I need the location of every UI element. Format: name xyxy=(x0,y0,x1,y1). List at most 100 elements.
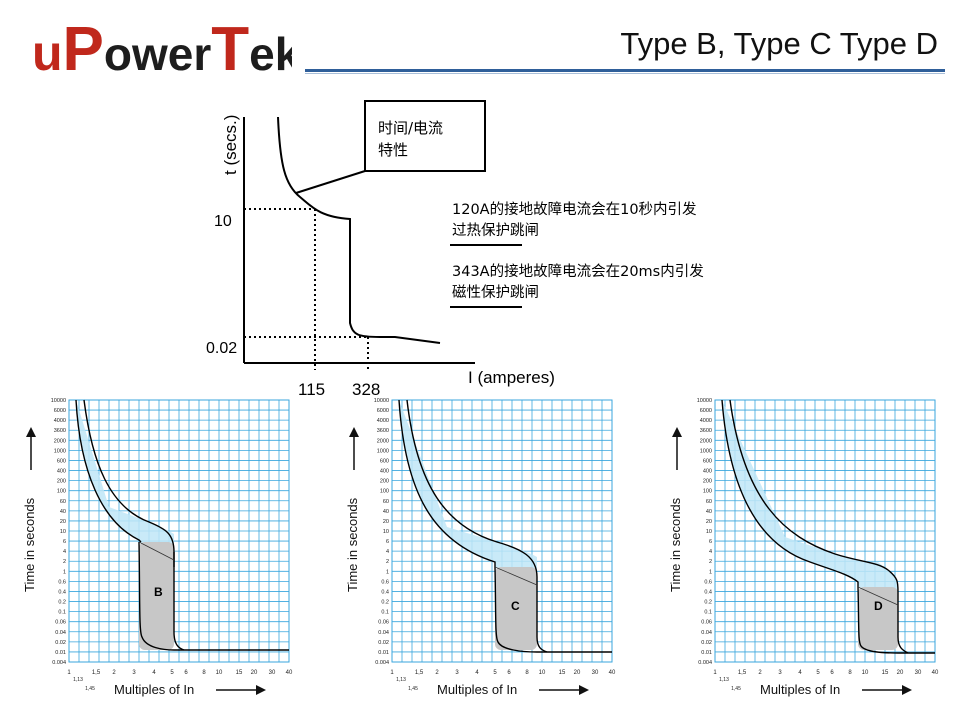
note-magnetic-line1: 343A的接地故障电流会在20ms内引发 xyxy=(452,264,704,280)
y-tick-label: 2 xyxy=(63,559,66,565)
x-tick-label: 1,5 xyxy=(92,670,101,676)
y-tick-label: 6 xyxy=(386,539,389,545)
x-tick-label: 1,5 xyxy=(738,670,747,676)
y-tick-label: 1000 xyxy=(54,448,66,454)
x-tick-label: 30 xyxy=(915,670,922,676)
x-tick-label: 6 xyxy=(184,670,188,676)
x-tick-label: 10 xyxy=(216,670,223,676)
x-axis-arrowhead xyxy=(256,685,266,695)
y-tick-label: 10000 xyxy=(697,398,712,404)
x-tick-label: 8 xyxy=(202,670,206,676)
y-tick-label: 600 xyxy=(380,458,389,464)
x-tick-label: 2 xyxy=(435,670,439,676)
x-extra-tick-label: 1,45 xyxy=(85,686,95,692)
x-tick-label: 40 xyxy=(286,670,293,676)
y-tick-label: 0.004 xyxy=(698,660,712,666)
y-axis-title: Time in seconds xyxy=(668,497,683,592)
y-tick-label: 0.6 xyxy=(704,579,712,585)
y-tick-label: 1000 xyxy=(377,448,389,454)
y-tick-label: 10 xyxy=(60,529,66,535)
y-tick-label: 600 xyxy=(703,458,712,464)
y-tick-label: 0.04 xyxy=(378,630,389,636)
curve-type-label: C xyxy=(511,599,520,613)
y-tick-label: 2000 xyxy=(54,438,66,444)
magnetic-curve-right xyxy=(536,577,548,653)
y-tick-label: 0.2 xyxy=(704,600,712,606)
y-axis-arrowhead xyxy=(26,427,36,437)
note-thermal-underline xyxy=(450,244,522,246)
magnetic-curve-right xyxy=(173,552,185,651)
note-thermal-line2: 过热保护跳闸 xyxy=(452,223,539,239)
callout-text-line1: 时间/电流 xyxy=(378,119,443,137)
y-tick-label: 40 xyxy=(60,509,66,515)
y-tick-label: 10000 xyxy=(374,398,389,404)
magnetic-curve-left xyxy=(857,586,935,654)
y-tick-label: 1000 xyxy=(700,448,712,454)
grid-frame xyxy=(714,399,936,663)
x-tick-label: 20 xyxy=(251,670,258,676)
y-tick-label: 6 xyxy=(63,539,66,545)
callout-pointer xyxy=(295,170,366,194)
upper-trip-curve xyxy=(406,399,538,578)
x-tick-label: 4 xyxy=(798,670,802,676)
x-axis-arrowhead xyxy=(902,685,912,695)
y-tick-label: 0.02 xyxy=(701,640,712,646)
magnetic-region xyxy=(858,587,898,650)
curve-chart-d: D 10000 6000 4000 3600 2000 1000 600 400 200 100 60… xyxy=(660,392,950,704)
y-tick-label: 0.1 xyxy=(704,610,712,616)
trip-curve-diagram: 时间/电流 特性 t (secs.) 10 0.02 115 328 I (am… xyxy=(206,100,555,399)
logo-letter-p: P xyxy=(63,15,104,76)
logo-ower: ower xyxy=(104,28,211,76)
curve-chart-svg: C100006000400036002000100060040020010060… xyxy=(345,398,616,697)
x-tick-label: 5 xyxy=(493,670,497,676)
x-tick-328: 328 xyxy=(352,380,380,399)
title-underline xyxy=(305,69,945,72)
y-tick-label: 4 xyxy=(386,549,389,555)
x-tick-label: 15 xyxy=(559,670,566,676)
x-extra-tick-label: 1,13 xyxy=(73,677,83,683)
note-magnetic-underline xyxy=(450,306,522,308)
x-tick-label: 3 xyxy=(778,670,782,676)
x-tick-label: 20 xyxy=(574,670,581,676)
band-diagonal xyxy=(857,586,899,606)
grid-frame xyxy=(68,399,290,663)
y-tick-label: 0.1 xyxy=(381,610,389,616)
lower-trip-curve xyxy=(721,399,859,587)
y-tick-label: 3600 xyxy=(700,428,712,434)
y-tick-label: 2 xyxy=(386,559,389,565)
logo-ek: ek xyxy=(249,28,292,76)
y-tick-label: 0.01 xyxy=(378,650,389,656)
x-tick-label: 2 xyxy=(758,670,762,676)
band-diagonal xyxy=(138,541,175,561)
x-tick-label: 5 xyxy=(816,670,820,676)
y-tick-10: 10 xyxy=(214,213,232,230)
y-tick-label: 0.02 xyxy=(378,640,389,646)
y-tick-label: 600 xyxy=(57,458,66,464)
x-tick-label: 15 xyxy=(236,670,243,676)
y-axis-title: Time in seconds xyxy=(22,497,37,592)
y-tick-label: 20 xyxy=(383,519,389,525)
y-tick-label: 4 xyxy=(63,549,66,555)
note-thermal: 120A的接地故障电流会在10秒内引发 过热保护跳闸 xyxy=(452,200,697,242)
upper-trip-curve xyxy=(729,399,899,593)
logo-letter-u: u xyxy=(32,25,63,76)
y-axis-label: t (secs.) xyxy=(221,115,240,175)
x-tick-label: 2 xyxy=(112,670,116,676)
x-axis-label: I (amperes) xyxy=(468,368,555,387)
note-thermal-line1: 120A的接地故障电流会在10秒内引发 xyxy=(452,202,697,218)
svg-text:uPowerTek: uPowerTek xyxy=(32,15,292,76)
x-tick-label: 1 xyxy=(713,670,717,676)
x-tick-label: 1 xyxy=(67,670,71,676)
x-tick-label: 1,5 xyxy=(415,670,424,676)
y-tick-label: 0.004 xyxy=(52,660,66,666)
thermal-band xyxy=(399,400,537,577)
magnetic-curve-left xyxy=(138,541,289,651)
y-tick-label: 3600 xyxy=(54,428,66,434)
x-tick-label: 10 xyxy=(862,670,869,676)
curve-chart-svg: D100006000400036002000100060040020010060… xyxy=(668,398,939,697)
y-tick-label: 400 xyxy=(57,469,66,475)
magnetic-region xyxy=(495,567,537,650)
y-tick-label: 0.2 xyxy=(381,600,389,606)
x-tick-label: 8 xyxy=(848,670,852,676)
y-tick-label: 20 xyxy=(706,519,712,525)
